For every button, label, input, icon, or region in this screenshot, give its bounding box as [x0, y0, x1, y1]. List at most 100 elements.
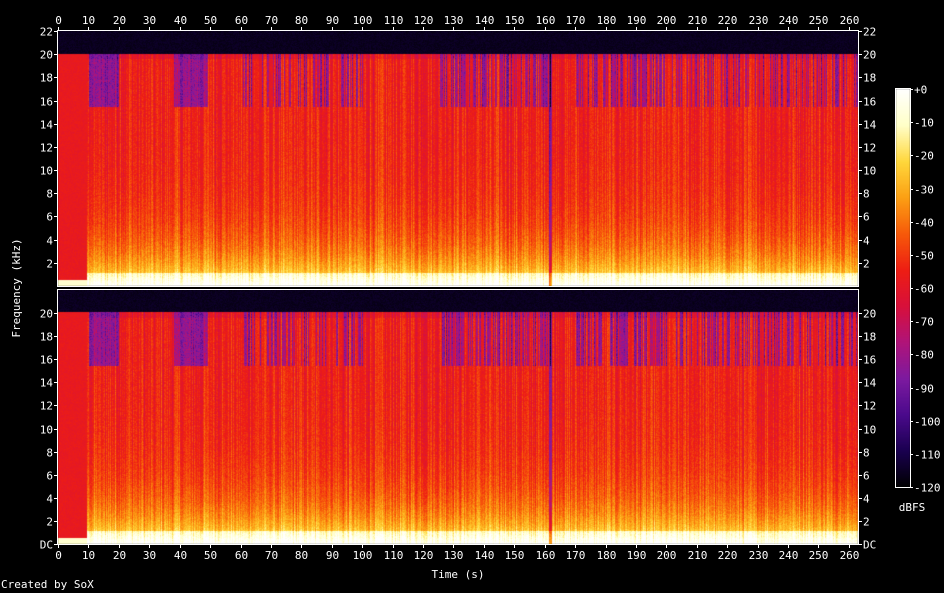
x-tick-label-bottom: 120	[414, 549, 434, 562]
x-tick-label-top: 70	[265, 14, 278, 27]
y-tick-label-left: 6	[46, 470, 53, 483]
x-tick-label-top: 0	[55, 14, 62, 27]
x-tick-label-bottom: 10	[82, 549, 95, 562]
x-tick-label-bottom: 150	[505, 549, 525, 562]
y-tick-label-left: 16	[40, 354, 53, 367]
colorbar-tick-label: -50	[914, 250, 934, 263]
y-tick-label-right: 16	[863, 96, 876, 109]
y-tick-label-right: 4	[863, 235, 870, 248]
y-axis-title: Frequency (kHz)	[10, 238, 23, 337]
x-tick-label-bottom: 50	[204, 549, 217, 562]
y-tick-label-right: 8	[863, 447, 870, 460]
x-tick-label-top: 100	[353, 14, 373, 27]
x-tick-label-top: 220	[718, 14, 738, 27]
y-tick-label-left: 2	[46, 516, 53, 529]
y-tick-label-right: 6	[863, 211, 870, 224]
x-tick-label-bottom: 110	[384, 549, 404, 562]
x-tick-label-bottom: 160	[536, 549, 556, 562]
x-tick-label-bottom: 100	[353, 549, 373, 562]
x-tick-label-top: 260	[840, 14, 860, 27]
y-tick-label-right: 16	[863, 354, 876, 367]
y-tick-label-right: 12	[863, 142, 876, 155]
x-tick-label-bottom: 60	[235, 549, 248, 562]
x-tick-label-bottom: 40	[174, 549, 187, 562]
y-tick-label-right: 20	[863, 49, 876, 62]
y-tick-label-right: 14	[863, 377, 877, 390]
colorbar-tick-label: -60	[914, 283, 934, 296]
x-tick-label-bottom: 170	[566, 549, 586, 562]
x-tick-label-top: 150	[505, 14, 525, 27]
x-tick-label-top: 190	[627, 14, 647, 27]
x-tick-label-top: 180	[597, 14, 617, 27]
y-tick-label-left: 6	[46, 211, 53, 224]
y-tick-label-left: 10	[40, 165, 53, 178]
y-tick-label-left: 20	[40, 308, 53, 321]
y-tick-label-left: 16	[40, 96, 53, 109]
y-tick-label-left: 12	[40, 142, 53, 155]
y-tick-label-right: 10	[863, 165, 876, 178]
y-tick-label-right: 2	[863, 258, 870, 271]
y-tick-label-right: DC	[863, 539, 876, 552]
colorbar-frame	[895, 88, 911, 488]
x-tick-label-bottom: 240	[779, 549, 799, 562]
colorbar-tick-label: -70	[914, 316, 934, 329]
colorbar-tick-label: -10	[914, 117, 934, 130]
y-tick-label-left: 14	[40, 119, 54, 132]
x-tick-label-bottom: 0	[55, 549, 62, 562]
colorbar-tick-label: -120	[914, 482, 941, 495]
y-tick-label-right: 20	[863, 308, 876, 321]
x-tick-label-top: 90	[326, 14, 339, 27]
x-tick-label-bottom: 220	[718, 549, 738, 562]
y-tick-label-left: 4	[46, 235, 53, 248]
y-tick-label-left: 8	[46, 447, 53, 460]
y-tick-label-right: 4	[863, 493, 870, 506]
x-tick-label-top: 120	[414, 14, 434, 27]
y-tick-label-left: 22	[40, 26, 53, 39]
x-tick-label-top: 170	[566, 14, 586, 27]
y-tick-label-right: 6	[863, 470, 870, 483]
y-tick-label-left: 8	[46, 188, 53, 201]
y-tick-label-left: 14	[40, 377, 54, 390]
x-tick-label-bottom: 260	[840, 549, 860, 562]
y-tick-label-right: 12	[863, 400, 876, 413]
y-tick-label-right: 10	[863, 424, 876, 437]
y-tick-label-right: 2	[863, 516, 870, 529]
x-tick-label-top: 10	[82, 14, 95, 27]
x-tick-label-top: 210	[688, 14, 708, 27]
y-tick-label-right: 18	[863, 72, 876, 85]
x-axis-title: Time (s)	[432, 568, 485, 581]
y-tick-label-left: 18	[40, 331, 53, 344]
colorbar-tick-label: -40	[914, 217, 934, 230]
y-tick-label-right: 22	[863, 26, 876, 39]
x-tick-label-top: 240	[779, 14, 799, 27]
x-tick-label-bottom: 140	[475, 549, 495, 562]
colorbar-tick-label: -100	[914, 416, 941, 429]
y-tick-label-left: 10	[40, 424, 53, 437]
x-tick-label-top: 140	[475, 14, 495, 27]
x-tick-label-bottom: 250	[809, 549, 829, 562]
x-tick-label-bottom: 230	[749, 549, 769, 562]
y-tick-label-left: DC	[40, 539, 53, 552]
x-tick-label-bottom: 190	[627, 549, 647, 562]
x-tick-label-top: 160	[536, 14, 556, 27]
x-tick-label-top: 40	[174, 14, 187, 27]
y-tick-label-left: 12	[40, 400, 53, 413]
y-tick-label-left: 4	[46, 493, 53, 506]
colorbar-tick-label: -80	[914, 349, 934, 362]
x-tick-label-top: 250	[809, 14, 829, 27]
x-tick-label-top: 60	[235, 14, 248, 27]
y-tick-label-right: 18	[863, 331, 876, 344]
x-tick-label-bottom: 180	[597, 549, 617, 562]
x-tick-label-bottom: 20	[113, 549, 126, 562]
x-tick-label-bottom: 130	[444, 549, 464, 562]
panel-frame-1	[57, 30, 859, 287]
colorbar-tick-label: -30	[914, 184, 934, 197]
x-tick-label-top: 20	[113, 14, 126, 27]
x-tick-label-top: 50	[204, 14, 217, 27]
x-tick-label-bottom: 30	[143, 549, 156, 562]
y-tick-label-left: 2	[46, 258, 53, 271]
colorbar-tick-label: -90	[914, 383, 934, 396]
colorbar-label: dBFS	[899, 501, 926, 514]
